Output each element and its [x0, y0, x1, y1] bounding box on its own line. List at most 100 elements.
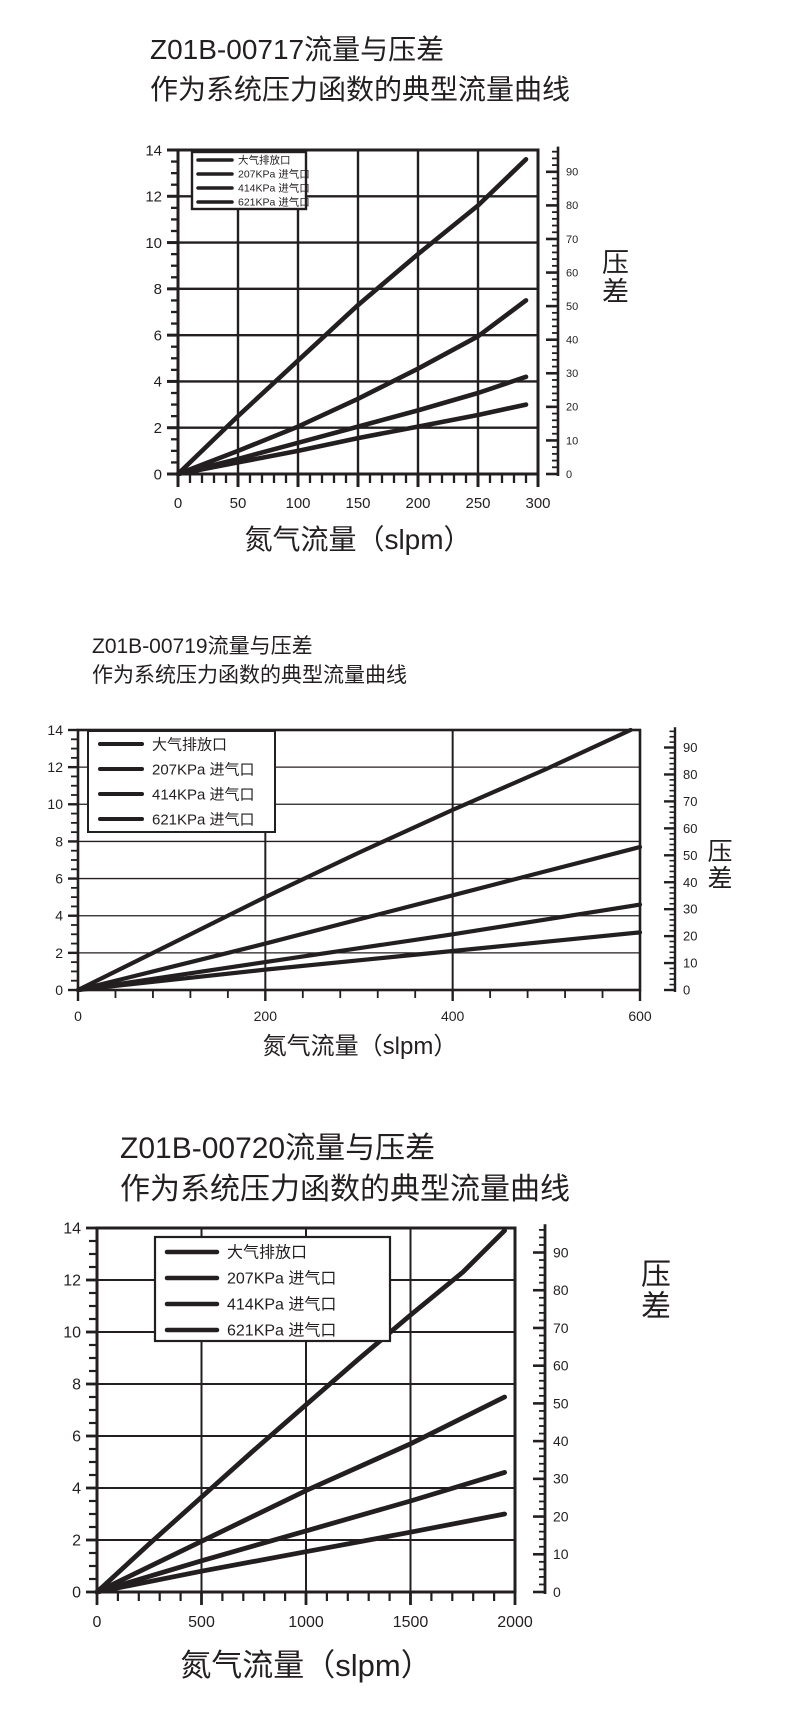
- x-tick-label: 250: [465, 495, 490, 512]
- chart-3-x-axis-label: 氮气流量（slpm）: [180, 1648, 432, 1683]
- series-621kpa-inlet: [175, 402, 529, 477]
- series-atmospheric-vent: [175, 157, 529, 477]
- chart-1-x-axis-label: 氮气流量（slpm）: [244, 524, 472, 555]
- legend-label: 207KPa 进气口: [238, 168, 310, 181]
- chart-3-title-line1: Z01B-00720流量与压差: [120, 1132, 436, 1165]
- right-tick-label: 80: [553, 1282, 569, 1298]
- y-tick-label: 4: [72, 1481, 81, 1498]
- right-tick-label: 60: [566, 267, 578, 279]
- y-tick-label: 8: [154, 281, 162, 298]
- y-axis-right: 0 10 20 30 40 50 60 70 80 90: [664, 727, 697, 998]
- right-tick-label: 40: [683, 875, 697, 890]
- x-tick-label: 0: [174, 495, 182, 512]
- y-tick-label: 10: [63, 1325, 81, 1342]
- series-207kpa-inlet: [75, 844, 643, 993]
- x-axis: 0 50 100 150 200 250 300: [174, 474, 551, 512]
- right-tick-label: 80: [566, 200, 578, 212]
- y-tick-label: 12: [63, 1273, 81, 1290]
- y-tick-label: 6: [154, 327, 162, 344]
- chart-2-plot: 0 200 400 600 0 2 4 6 8 10 12 14 0 10 20 30 40 50 60 70 80 90…: [47, 722, 697, 1024]
- right-tick-label: 10: [683, 956, 697, 971]
- chart-2-x-axis-label: 氮气流量（slpm）: [262, 1033, 458, 1060]
- right-tick-label: 0: [553, 1584, 561, 1600]
- y-tick-label: 8: [72, 1377, 81, 1394]
- y-tick-label: 2: [154, 420, 162, 437]
- y-tick-label: 14: [63, 1221, 81, 1238]
- y-tick-label: 10: [47, 796, 63, 812]
- y-axis-left: 0 2 4 6 8 10 12 14: [63, 1221, 97, 1602]
- x-tick-label: 150: [345, 495, 370, 512]
- x-tick-label: 2000: [497, 1614, 533, 1631]
- right-tick-label: 30: [566, 368, 578, 380]
- y-axis-right: 0 10 20 30 40 50 60 70 80 90: [533, 1224, 569, 1600]
- y-axis-left: 0 2 4 6 8 10 12 14: [145, 142, 178, 483]
- legend-label: 414KPa 进气口: [238, 182, 310, 195]
- legend: 大气排放口 207KPa 进气口 414KPa 进气口 621KPa 进气口: [153, 1235, 392, 1343]
- chart-3-right-axis-label: 压差: [636, 1258, 669, 1322]
- y-tick-label: 14: [47, 722, 63, 738]
- chart-3-plot: 0 500 1000 1500 2000 0 2 4 6 8 10 12 14 0 10 20 30 40 50 60…: [63, 1221, 569, 1631]
- right-tick-label: 10: [566, 435, 578, 447]
- y-tick-label: 8: [55, 833, 63, 849]
- right-tick-label: 50: [553, 1395, 569, 1411]
- legend-label: 621KPa 进气口: [227, 1322, 336, 1340]
- y-tick-label: 12: [47, 759, 63, 775]
- right-tick-label: 90: [553, 1244, 569, 1260]
- x-tick-label: 100: [285, 495, 310, 512]
- chart-3-title-line2: 作为系统压力函数的典型流量曲线: [120, 1173, 570, 1206]
- y-tick-label: 12: [145, 189, 162, 206]
- chart-1-right-axis-label: 压差: [598, 248, 628, 306]
- legend-label: 207KPa 进气口: [227, 1270, 336, 1288]
- y-tick-label: 0: [72, 1585, 81, 1602]
- right-tick-label: 0: [683, 983, 690, 998]
- series-621kpa-inlet: [94, 1511, 507, 1595]
- chart-3-title: Z01B-00720流量与压差 作为系统压力函数的典型流量曲线: [120, 1128, 570, 1210]
- legend-label: 大气排放口: [152, 736, 227, 753]
- chart-1-title-line1: Z01B-00717流量与压差: [150, 34, 445, 65]
- y-axis-right: 0 10 20 30 40 50 60 70 80 90: [546, 146, 578, 481]
- chart-2-title: Z01B-00719流量与压差 作为系统压力函数的典型流量曲线: [92, 632, 407, 690]
- x-tick-label: 300: [525, 495, 550, 512]
- legend-label: 207KPa 进气口: [152, 761, 255, 778]
- chart-2-title-line2: 作为系统压力函数的典型流量曲线: [92, 664, 407, 687]
- right-tick-label: 50: [683, 848, 697, 863]
- y-tick-label: 14: [145, 142, 162, 159]
- x-tick-label: 50: [230, 495, 247, 512]
- right-tick-label: 20: [553, 1508, 569, 1524]
- x-tick-label: 200: [405, 495, 430, 512]
- right-tick-label: 90: [683, 740, 697, 755]
- y-axis-left: 0 2 4 6 8 10 12 14: [47, 722, 78, 998]
- right-tick-label: 80: [683, 767, 697, 782]
- x-tick-label: 1000: [288, 1614, 324, 1631]
- right-tick-label: 0: [566, 469, 572, 481]
- legend-label: 大气排放口: [227, 1244, 307, 1262]
- right-tick-label: 60: [683, 821, 697, 836]
- legend-label: 大气排放口: [238, 154, 291, 167]
- x-tick-label: 500: [188, 1614, 215, 1631]
- right-tick-label: 20: [683, 929, 697, 944]
- right-tick-label: 60: [553, 1358, 569, 1374]
- chart-2-title-line1: Z01B-00719流量与压差: [92, 635, 313, 658]
- y-tick-label: 10: [145, 235, 162, 252]
- y-tick-label: 0: [55, 982, 63, 998]
- y-tick-label: 2: [55, 945, 63, 961]
- right-tick-label: 70: [553, 1320, 569, 1336]
- series-207kpa-inlet: [94, 1394, 507, 1595]
- right-tick-label: 40: [553, 1433, 569, 1449]
- chart-1-plot: 0 50 100 150 200 250 300 0 2 4 6 8 10 12 14 0 10 20 30 40 50…: [145, 142, 578, 512]
- right-tick-label: 50: [566, 301, 578, 313]
- legend-label: 414KPa 进气口: [152, 786, 255, 803]
- right-tick-label: 90: [566, 167, 578, 179]
- y-tick-label: 6: [72, 1429, 81, 1446]
- x-tick-label: 1500: [393, 1614, 429, 1631]
- y-tick-label: 2: [72, 1533, 81, 1550]
- x-tick-label: 0: [93, 1614, 102, 1631]
- chart-1-title: Z01B-00717流量与压差 作为系统压力函数的典型流量曲线: [150, 30, 570, 110]
- series-414kpa-inlet: [75, 902, 643, 993]
- series-621kpa-inlet: [75, 930, 643, 993]
- x-tick-label: 600: [628, 1008, 652, 1024]
- right-tick-label: 20: [566, 402, 578, 414]
- series-414kpa-inlet: [175, 374, 529, 477]
- y-tick-label: 0: [154, 466, 162, 483]
